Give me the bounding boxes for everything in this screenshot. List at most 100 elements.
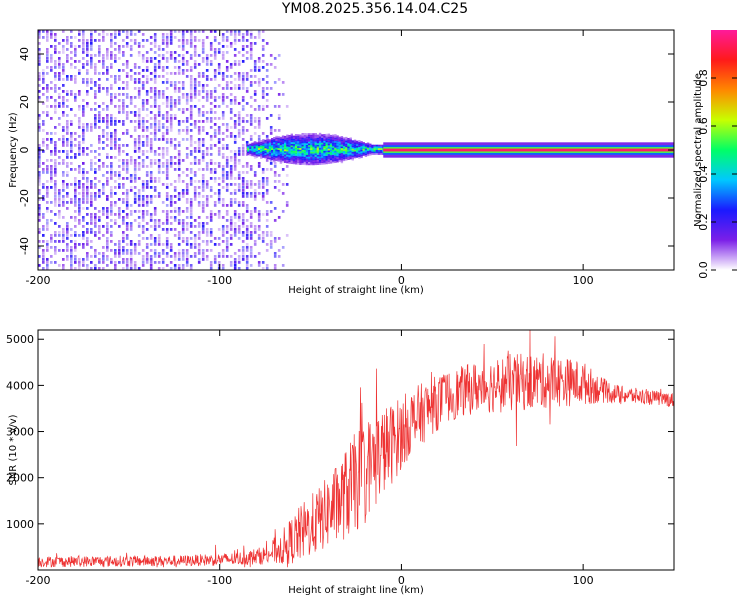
heatmap-cell — [125, 36, 129, 39]
heatmap-cell — [371, 151, 374, 154]
heatmap-cell — [157, 267, 161, 270]
heatmap-cell — [284, 152, 287, 155]
heatmap-cell — [181, 33, 185, 36]
heatmap-cell — [253, 228, 257, 231]
heatmap-cell — [149, 171, 153, 174]
heatmap-cell — [82, 114, 85, 117]
heatmap-cell — [90, 267, 93, 270]
heatmap-cell — [82, 150, 85, 153]
heatmap-cell — [46, 144, 49, 147]
heatmap-cell — [161, 171, 165, 174]
heatmap-cell — [221, 111, 225, 114]
heatmap-cell — [217, 117, 221, 120]
heatmap-cell — [38, 159, 41, 162]
heatmap-cell — [50, 240, 53, 243]
heatmap-cell — [98, 54, 101, 57]
heatmap-cell — [229, 126, 233, 129]
heatmap-cell — [201, 120, 205, 123]
heatmap-cell — [360, 147, 363, 150]
heatmap-cell — [78, 264, 81, 267]
heatmap-cell — [141, 150, 145, 153]
heatmap-cell — [314, 138, 317, 140]
heatmap-cell — [54, 159, 57, 162]
heatmap-cell — [308, 160, 311, 162]
heatmap-cell — [288, 146, 291, 149]
heatmap-cell — [265, 231, 269, 234]
heatmap-cell — [301, 141, 304, 144]
heatmap-cell — [284, 157, 287, 160]
heatmap-cell — [78, 60, 81, 63]
heatmap-cell — [233, 213, 237, 216]
heatmap-cell — [137, 111, 141, 114]
heatmap-cell — [173, 147, 177, 150]
heatmap-cell — [303, 144, 307, 147]
heatmap-cell — [213, 78, 217, 81]
heatmap-cell — [82, 171, 85, 174]
heatmap-cell — [54, 189, 57, 192]
heatmap-cell — [225, 219, 229, 222]
heatmap-cell — [181, 237, 185, 240]
heatmap-cell — [161, 96, 165, 99]
heatmap-cell — [141, 105, 145, 108]
heatmap-cell — [351, 158, 354, 161]
heatmap-cell — [197, 129, 201, 132]
heatmap-cell — [285, 165, 289, 168]
heatmap-cell — [46, 165, 49, 168]
heatmap-cell — [221, 234, 225, 237]
heatmap-cell — [46, 171, 49, 174]
heatmap-cell — [70, 198, 73, 201]
heatmap-cell — [353, 146, 357, 149]
heatmap-cell — [225, 228, 229, 231]
heatmap-cell — [46, 261, 49, 264]
heatmap-cell — [78, 90, 81, 93]
heatmap-cell — [336, 148, 339, 151]
heatmap-cell — [165, 228, 169, 231]
heatmap-cell — [189, 168, 193, 171]
heatmap-cell — [98, 39, 101, 42]
heatmap-cell — [265, 69, 269, 72]
heatmap-cell — [277, 189, 281, 192]
heatmap-cell — [125, 93, 129, 96]
heatmap-cell — [205, 216, 209, 219]
heatmap-cell — [58, 192, 61, 195]
heatmap-cell — [301, 143, 304, 145]
heatmap-cell — [161, 183, 165, 186]
heatmap-cell — [122, 162, 125, 165]
heatmap-cell — [181, 258, 185, 261]
heatmap-cell — [177, 69, 181, 72]
heatmap-cell — [314, 160, 317, 162]
heatmap-cell — [241, 240, 245, 243]
heatmap-cell — [129, 225, 133, 228]
heatmap-cell — [177, 129, 181, 132]
heatmap-cell — [316, 156, 320, 159]
heatmap-cell — [98, 168, 101, 171]
heatmap-cell — [233, 84, 237, 87]
heatmap-cell — [209, 102, 213, 105]
heatmap-cell — [149, 264, 153, 267]
heatmap-cell — [185, 207, 189, 210]
heatmap-cell — [78, 135, 81, 138]
heatmap-cell — [86, 147, 89, 150]
heatmap-cell — [366, 149, 370, 152]
heatmap-cell — [145, 156, 149, 159]
heatmap-cell — [106, 66, 109, 69]
heatmap-cell — [265, 225, 269, 228]
heatmap-cell — [189, 198, 193, 201]
heatmap-cell — [205, 195, 209, 198]
heatmap-cell — [189, 75, 193, 78]
heatmap-cell — [141, 204, 145, 207]
heatmap-cell — [173, 57, 177, 60]
heatmap-cell — [122, 222, 125, 225]
heatmap-cell — [245, 255, 249, 258]
heatmap-cell — [201, 222, 205, 225]
heatmap-cell — [193, 186, 197, 189]
heatmap-cell — [233, 264, 237, 267]
heatmap-cell — [265, 192, 269, 195]
heatmap-cell — [229, 216, 233, 219]
heatmap-cell — [185, 192, 189, 195]
heatmap-cell — [173, 201, 177, 204]
heatmap-cell — [153, 177, 157, 180]
heatmap-cell — [225, 87, 229, 90]
heatmap-cell — [229, 234, 233, 237]
heatmap-cell — [321, 136, 324, 138]
